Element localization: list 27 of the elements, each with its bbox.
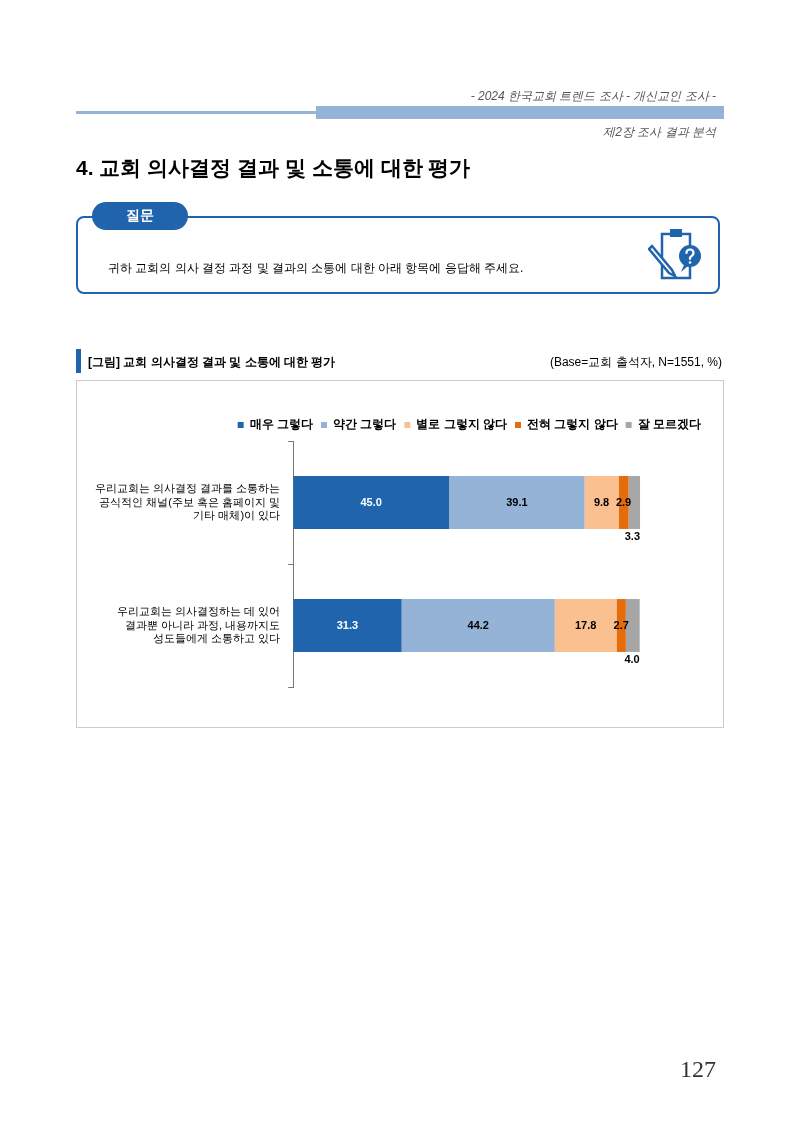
chart-subtitle: (Base=교회 출석자, N=1551, %) — [549, 354, 722, 371]
data-label: 3.3 — [624, 529, 641, 542]
data-label: 39.1 — [506, 495, 528, 508]
legend-label: 별로 그렇지 않다 — [416, 417, 507, 432]
y-tick-label: 우리교회는 의사결정하는 데 있어 결과뿐 아니라 과정, 내용까지도 성도들에게 소통하고 있다 — [117, 605, 281, 644]
data-label: 9.8 — [593, 495, 610, 508]
bar — [449, 476, 585, 529]
legend-label: 약간 그렇다 — [333, 417, 397, 432]
data-label: 31.3 — [336, 618, 359, 631]
chart-title: [그림] 교회 의사결정 결과 및 소통에 대한 평가 — [88, 354, 336, 371]
legend-label: 매우 그렇다 — [249, 417, 314, 432]
legend-label: 잘 모르겠다 — [637, 417, 702, 432]
text: 질문 — [92, 202, 188, 230]
text: - 2024 한국교회 트렌드 조사 - 개신교인 조사 - — [470, 88, 716, 105]
bar — [401, 599, 555, 652]
text: 제2장 조사 결과 분석 — [603, 124, 716, 141]
text: 귀하 교회의 의사 결정 과정 및 결과의 소통에 대한 아래 항목에 응답해 주세요. — [108, 260, 524, 277]
bar — [293, 476, 450, 529]
data-label: 44.2 — [467, 618, 489, 631]
data-label: 17.8 — [574, 618, 597, 631]
data-label: 4.0 — [624, 652, 640, 665]
y-tick-label: 우리교회는 의사결정 결과를 소통하는 공식적인 채널(주보 혹은 홈페이지 및 기타 매체)이 있다 — [95, 482, 281, 521]
text: 127 — [680, 1056, 716, 1083]
text: 4. 교회 의사결정 결과 및 소통에 대한 평가 — [76, 155, 471, 181]
legend-label: 전혀 그렇지 않다 — [527, 417, 618, 432]
bar — [293, 599, 402, 652]
data-label: 45.0 — [360, 495, 382, 508]
